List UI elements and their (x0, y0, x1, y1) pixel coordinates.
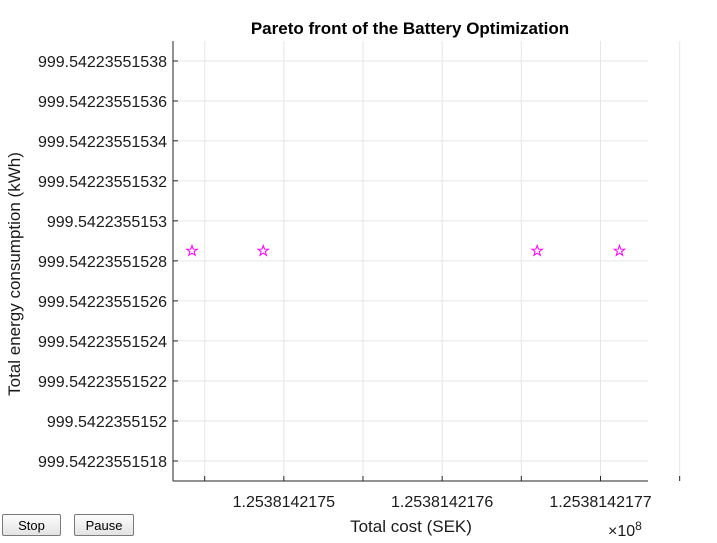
y-axis-label: Total energy consumption (kWh) (5, 152, 24, 396)
data-point (185, 243, 199, 257)
stop-button[interactable]: Stop (2, 514, 61, 536)
y-tick-label: 999.54223551538 (38, 54, 167, 71)
y-tick-label: 999.5422355153 (47, 214, 167, 231)
y-tick-label: 999.54223551536 (38, 94, 167, 111)
pause-button[interactable]: Pause (74, 514, 134, 536)
marks-layer (185, 243, 627, 257)
y-tick-label: 999.54223551518 (38, 454, 167, 471)
axis-layer (172, 41, 681, 482)
y-tick-label: 999.54223551534 (38, 134, 167, 151)
x-exponent-power: 8 (635, 519, 642, 533)
y-tick-label: 999.5422355152 (47, 414, 167, 431)
x-exponent-label: ×108 (608, 519, 642, 540)
y-tick-label: 999.54223551522 (38, 374, 167, 391)
data-point (612, 243, 627, 257)
y-tick-label: 999.54223551528 (38, 254, 167, 271)
y-tick-label: 999.54223551526 (38, 294, 167, 311)
data-point (530, 243, 544, 257)
chart-title: Pareto front of the Battery Optimization (251, 19, 569, 38)
y-tick-label: 999.54223551532 (38, 174, 167, 191)
labels-layer: 1.2538142175 1.2538142176 1.2538142177 999.… (38, 54, 652, 511)
x-exponent-base: ×10 (608, 523, 635, 540)
x-tick-label: 1.2538142175 (233, 494, 335, 511)
grid-layer (173, 41, 681, 481)
x-tick-label: 1.2538142176 (391, 494, 493, 511)
y-tick-label: 999.54223551524 (38, 334, 167, 351)
data-point (256, 243, 270, 257)
x-axis-label: Total cost (SEK) (350, 517, 472, 536)
x-tick-label: 1.2538142177 (549, 494, 651, 511)
